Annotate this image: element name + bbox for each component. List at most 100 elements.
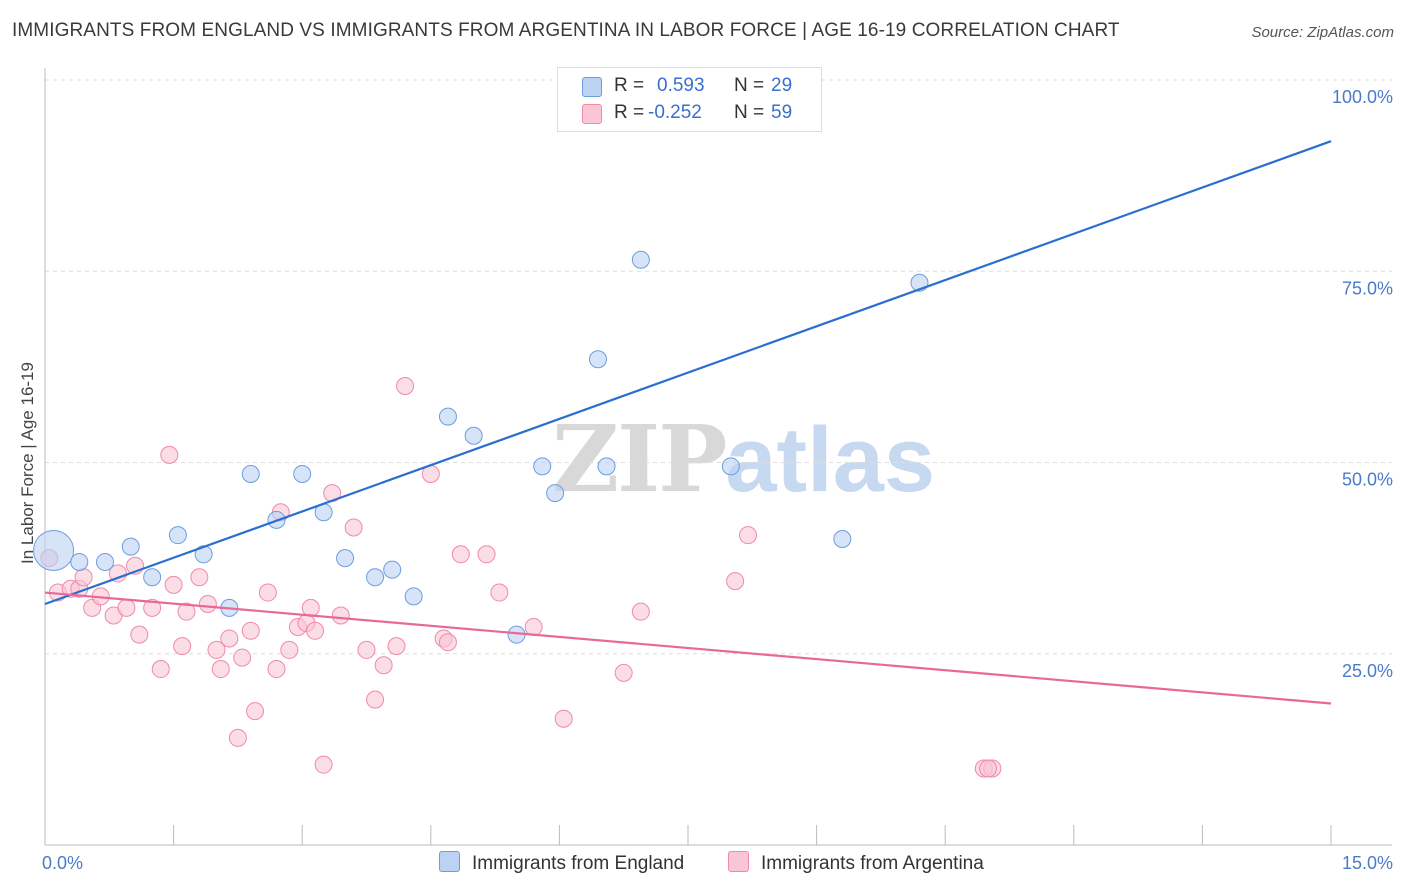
argentina-point xyxy=(357,640,376,659)
grid xyxy=(45,79,1392,655)
argentina-trend-line xyxy=(44,591,1332,705)
argentina-point xyxy=(477,545,496,564)
argentina-point xyxy=(631,602,650,621)
argentina-point xyxy=(164,575,183,594)
argentina-point xyxy=(314,755,333,774)
bottom-legend-argentina: Immigrants from Argentina xyxy=(728,851,984,875)
argentina-point xyxy=(554,709,573,728)
argentina-point xyxy=(739,526,758,545)
argentina-point xyxy=(387,637,406,656)
argentina-point xyxy=(438,633,457,652)
y-tick-label: 100.0% xyxy=(1332,87,1393,107)
argentina-point xyxy=(451,545,470,564)
argentina-point xyxy=(173,637,192,656)
y-tick-label: 75.0% xyxy=(1342,278,1393,298)
argentina-point xyxy=(108,564,127,583)
argentina-point xyxy=(726,572,745,591)
argentina-point xyxy=(524,617,543,636)
argentina-point xyxy=(130,625,149,644)
y-tick-label: 25.0% xyxy=(1342,661,1393,681)
argentina-n-value: 59 xyxy=(771,102,793,123)
argentina-point xyxy=(366,690,385,709)
england-r-label: R = xyxy=(614,75,645,96)
argentina-point xyxy=(207,640,226,659)
argentina-r-label: R = xyxy=(614,102,645,123)
england-point xyxy=(464,426,483,445)
y-tick-label: 50.0% xyxy=(1342,470,1393,490)
argentina-point xyxy=(344,518,363,537)
argentina-point xyxy=(331,606,350,625)
watermark-zip: ZIP xyxy=(552,405,727,513)
england-point xyxy=(121,537,140,556)
argentina-point xyxy=(241,621,260,640)
england-point xyxy=(404,587,423,606)
argentina-point xyxy=(267,660,286,679)
argentina-legend-swatch xyxy=(728,851,749,872)
argentina-points xyxy=(40,377,1002,778)
argentina-point xyxy=(374,656,393,675)
source-credit: Source: ZipAtlas.com xyxy=(1251,24,1394,41)
argentina-point xyxy=(614,663,633,682)
argentina-point xyxy=(74,568,93,587)
watermark-atlas: atlas xyxy=(725,409,936,511)
england-point xyxy=(241,464,260,483)
england-point xyxy=(143,568,162,587)
england-point xyxy=(597,457,616,476)
x-tick-label: 0.0% xyxy=(42,853,83,873)
argentina-point xyxy=(220,629,239,648)
england-legend-label: Immigrants from England xyxy=(472,853,685,874)
england-r-value: 0.593 xyxy=(657,75,705,96)
england-trend-line xyxy=(44,140,1332,606)
argentina-point xyxy=(198,595,217,614)
argentina-r-value: -0.252 xyxy=(648,102,702,123)
argentina-point xyxy=(280,640,299,659)
england-point xyxy=(70,552,89,571)
argentina-point xyxy=(160,445,179,464)
argentina-point xyxy=(490,583,509,602)
england-point xyxy=(833,530,852,548)
trend-lines xyxy=(44,140,1332,705)
england-legend-swatch xyxy=(439,851,460,872)
argentina-point xyxy=(117,598,136,617)
england-point xyxy=(438,407,457,426)
argentina-swatch xyxy=(582,104,602,124)
england-point xyxy=(383,560,402,579)
argentina-point xyxy=(211,660,230,679)
argentina-point xyxy=(233,648,252,667)
watermark: ZIPatlas xyxy=(552,405,935,513)
argentina-point xyxy=(306,621,325,640)
chart-title: IMMIGRANTS FROM ENGLAND VS IMMIGRANTS FR… xyxy=(12,20,1120,41)
axis-labels: 25.0% 50.0% 75.0% 100.0% 0.0% 15.0% In Labor F… xyxy=(18,87,1393,873)
england-point xyxy=(293,464,312,483)
y-axis-label: In Labor Force | Age 16-19 xyxy=(18,362,37,564)
england-point xyxy=(96,552,115,571)
argentina-point xyxy=(151,660,170,679)
axes xyxy=(44,68,1392,846)
correlation-legend: R = 0.593 N = 29 R = -0.252 N = 59 xyxy=(557,67,822,132)
argentina-point xyxy=(979,759,998,778)
argentina-point xyxy=(301,598,320,617)
england-point-large xyxy=(33,529,75,571)
argentina-point xyxy=(177,602,196,621)
england-swatch xyxy=(582,77,602,97)
england-n-label: N = xyxy=(734,75,765,96)
x-tick-label: 15.0% xyxy=(1342,853,1393,873)
argentina-point xyxy=(143,598,162,617)
england-point xyxy=(546,484,565,503)
england-point xyxy=(366,568,385,587)
argentina-point xyxy=(396,377,415,395)
england-point xyxy=(588,350,607,369)
argentina-n-label: N = xyxy=(734,102,765,123)
england-point xyxy=(168,526,187,545)
england-point xyxy=(721,457,740,476)
bottom-legend-england: Immigrants from England xyxy=(439,851,684,875)
argentina-point xyxy=(228,728,247,747)
england-point xyxy=(533,457,552,476)
argentina-legend-label: Immigrants from Argentina xyxy=(761,853,984,874)
england-n-value: 29 xyxy=(771,75,793,96)
england-point xyxy=(631,250,650,269)
argentina-point xyxy=(258,583,277,602)
argentina-point xyxy=(190,568,209,587)
argentina-point xyxy=(246,702,265,721)
